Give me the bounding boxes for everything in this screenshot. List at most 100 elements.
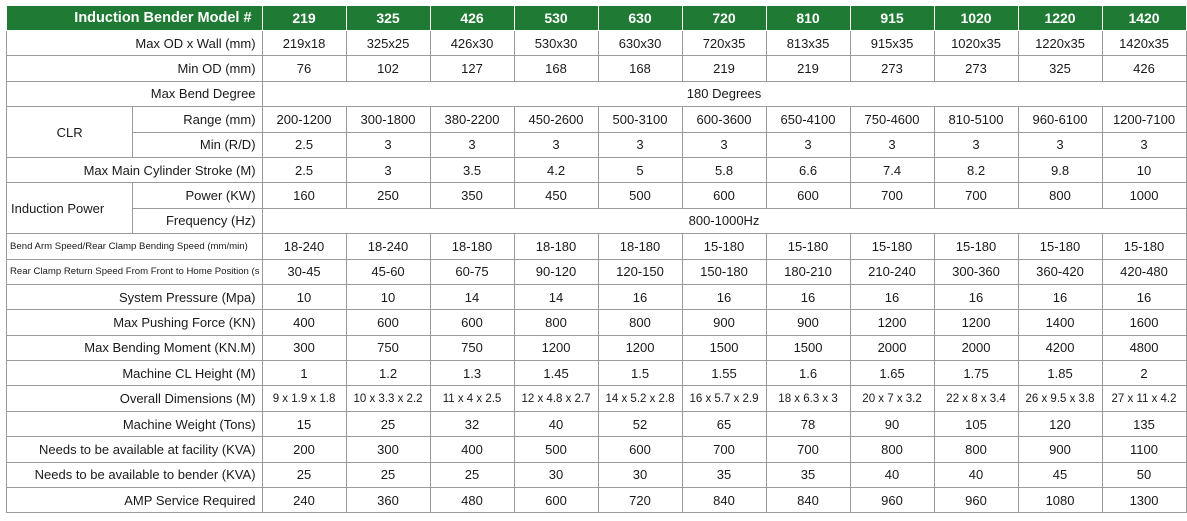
value-cell: 1.75 [933, 360, 1019, 387]
spanned-value: 800-1000Hz [261, 207, 1187, 235]
table-row: Min OD (mm) 76 102 127 168 168 219 219 273 273 32… [6, 55, 1187, 82]
value-cell: 600 [681, 182, 767, 209]
value-cell: 25 [345, 461, 431, 489]
table-row: Max Bend Degree 180 Degrees [6, 80, 1187, 108]
value-cell: 240 [261, 487, 347, 514]
value-cell: 813x35 [765, 29, 851, 57]
value-cell: 273 [933, 55, 1019, 82]
value-cell: 219x18 [261, 29, 347, 57]
spanned-value: 180 Degrees [261, 80, 1187, 108]
value-cell: 16 [933, 283, 1019, 311]
value-cell: 1.5 [597, 360, 683, 387]
value-cell: 1080 [1017, 487, 1103, 514]
table-row: Max Main Cylinder Stroke (M) 2.5 3 3.5 4.2 5… [6, 156, 1187, 184]
value-cell: 26 x 9.5 x 3.8 [1017, 385, 1103, 412]
table-row: Overall Dimensions (M) 9 x 1.9 x 1.8 10 x… [6, 385, 1187, 412]
value-cell: 14 [429, 283, 515, 311]
value-cell: 480 [429, 487, 515, 514]
value-cell: 1200 [513, 334, 599, 362]
row-label: Overall Dimensions (M) [6, 385, 263, 412]
model-header-1220: 1220 [1017, 5, 1103, 31]
value-cell: 700 [933, 182, 1019, 209]
table-row: Needs to be available at facility (KVA) … [6, 436, 1187, 463]
model-header-630: 630 [597, 5, 683, 31]
value-cell: 325x25 [345, 29, 431, 57]
table-row: CLR Range (mm) 200-1200 300-1800 380-2200 4… [5, 106, 1187, 158]
value-cell: 8.2 [933, 156, 1019, 184]
value-cell: 210-240 [849, 258, 935, 285]
value-cell: 360-420 [1017, 258, 1103, 285]
value-cell: 720x35 [681, 29, 767, 57]
value-cell: 30 [513, 461, 599, 489]
value-cell: 1.2 [345, 360, 431, 387]
value-cell: 16 x 5.7 x 2.9 [681, 385, 767, 412]
value-cell: 9 x 1.9 x 1.8 [261, 385, 347, 412]
value-cell: 960 [933, 487, 1019, 514]
value-cell: 800 [597, 309, 683, 336]
value-cell: 1500 [765, 334, 851, 362]
value-cell: 915x35 [849, 29, 935, 57]
table-row: Max OD x Wall (mm) 219x18 325x25 426x30 530… [6, 29, 1187, 57]
value-cell: 30 [597, 461, 683, 489]
value-cell: 32 [429, 410, 515, 438]
row-label: Max Main Cylinder Stroke (M) [6, 156, 263, 184]
value-cell: 3 [429, 131, 515, 158]
value-cell: 426x30 [429, 29, 515, 57]
value-cell: 800 [933, 436, 1019, 463]
value-cell: 90-120 [513, 258, 599, 285]
value-cell: 1300 [1101, 487, 1187, 514]
row-label: Max Pushing Force (KN) [6, 309, 263, 336]
value-cell: 10 [1101, 156, 1187, 184]
value-cell: 700 [681, 436, 767, 463]
value-cell: 420-480 [1101, 258, 1187, 285]
value-cell: 30-45 [261, 258, 347, 285]
table-title: Induction Bender Model # [6, 5, 263, 31]
table-row: Machine Weight (Tons) 15 25 32 40 52 65 78 90 10… [6, 410, 1187, 438]
value-cell: 10 [345, 283, 431, 311]
value-cell: 400 [429, 436, 515, 463]
value-cell: 300 [345, 436, 431, 463]
value-cell: 600 [597, 436, 683, 463]
value-cell: 18-240 [345, 233, 431, 260]
value-cell: 600 [765, 182, 851, 209]
value-cell: 168 [513, 55, 599, 82]
value-cell: 600 [429, 309, 515, 336]
value-cell: 14 x 5.2 x 2.8 [597, 385, 683, 412]
row-label: Min (R/D) [132, 131, 263, 158]
value-cell: 25 [345, 410, 431, 438]
value-cell: 40 [933, 461, 1019, 489]
value-cell: 12 x 4.8 x 2.7 [513, 385, 599, 412]
value-cell: 11 x 4 x 2.5 [429, 385, 515, 412]
value-cell: 360 [345, 487, 431, 514]
value-cell: 25 [429, 461, 515, 489]
value-cell: 750 [429, 334, 515, 362]
group-label-clr: CLR [5, 106, 134, 158]
value-cell: 600-3600 [681, 106, 767, 133]
value-cell: 2.5 [261, 156, 347, 184]
value-cell: 40 [513, 410, 599, 438]
value-cell: 168 [597, 55, 683, 82]
value-cell: 1.45 [513, 360, 599, 387]
value-cell: 102 [345, 55, 431, 82]
value-cell: 350 [429, 182, 515, 209]
value-cell: 1.6 [765, 360, 851, 387]
row-label: Range (mm) [132, 106, 263, 133]
value-cell: 960 [849, 487, 935, 514]
value-cell: 25 [261, 461, 347, 489]
row-label: Bend Arm Speed/Rear Clamp Bending Speed … [6, 233, 263, 260]
value-cell: 15-180 [681, 233, 767, 260]
value-cell: 10 [261, 283, 347, 311]
value-cell: 5 [597, 156, 683, 184]
value-cell: 250 [345, 182, 431, 209]
value-cell: 900 [1017, 436, 1103, 463]
value-cell: 1.85 [1017, 360, 1103, 387]
value-cell: 800 [513, 309, 599, 336]
row-label: Max Bend Degree [6, 80, 263, 108]
value-cell: 15-180 [1101, 233, 1187, 260]
value-cell: 500 [597, 182, 683, 209]
table-body: Max OD x Wall (mm) 219x18 325x25 426x30 530… [5, 29, 1187, 514]
value-cell: 7.4 [849, 156, 935, 184]
row-label: AMP Service Required [6, 487, 263, 514]
value-cell: 800 [1017, 182, 1103, 209]
value-cell: 160 [261, 182, 347, 209]
